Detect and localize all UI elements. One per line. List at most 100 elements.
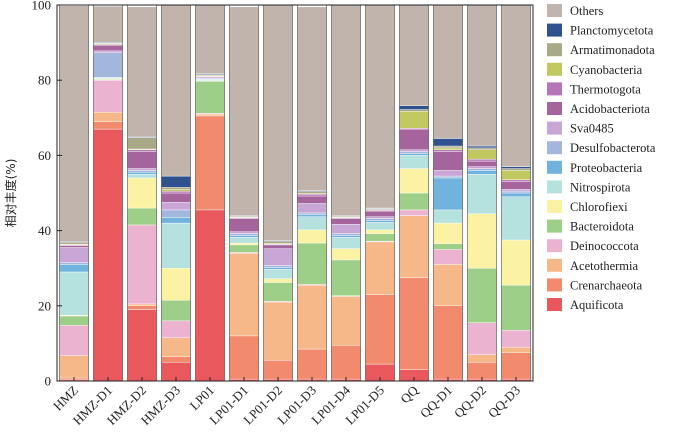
bar-segment-lp01-d4-acetothermia: [331, 296, 361, 346]
bar-segment-qq-d3-planctomycetota: [501, 166, 531, 169]
bar-segment-lp01-d5-bacteroidota: [365, 233, 395, 242]
bar-segment-hmz-d1-aquificota: [93, 128, 123, 382]
bar-segment-lp01-d1-nitrospirota: [229, 237, 259, 244]
bar-segment-qq-deinococcota: [399, 209, 429, 216]
bar-segment-hmz-d1-sva0485: [93, 50, 123, 53]
bar-segment-hmz-deinococcota: [59, 325, 89, 356]
x-tick-label: QQ-D3: [485, 383, 523, 421]
legend-swatch: [547, 121, 562, 135]
legend-entry: Cyanobacteria: [570, 63, 643, 77]
bar-segment-qq-d1-others: [433, 4, 463, 139]
bar-segment-lp01-d2-nitrospirota: [263, 269, 293, 279]
bar-segment-hmz-nitrospirota: [59, 271, 89, 316]
bar-segment-lp01-d1-sva0485: [229, 231, 259, 234]
bar-segment-qq-armatimonadota: [399, 109, 429, 112]
bar-segment-hmz-d3-deinococcota: [161, 320, 191, 338]
bar-segment-lp01-d5-acetothermia: [365, 241, 395, 295]
bar-segment-lp01-d3-armatimonadota: [297, 191, 327, 194]
bar-segment-lp01-d3-desulfobacterota: [297, 212, 327, 216]
y-axis-label: 相对丰度(%): [3, 159, 18, 228]
bar-segment-qq-d2-bacteroidota: [467, 268, 497, 323]
bar-segment-lp01-d3-acetothermia: [297, 284, 327, 350]
bar-segment-lp01-others: [195, 4, 225, 75]
bar-segment-qq-d3-desulfobacterota: [501, 190, 531, 194]
bar-segment-hmz-d2-acidobacteriota: [127, 151, 157, 169]
bar-segment-hmz-d3-desulfobacterota: [161, 209, 191, 218]
bar-segment-qq-d2-acetothermia: [467, 354, 497, 363]
bar-segment-qq-cyanobacteria: [399, 111, 429, 129]
bar-segment-lp01-acetothermia: [195, 113, 225, 117]
bar-segment-qq-d2-cyanobacteria: [467, 149, 497, 160]
bar-segment-qq-d1-planctomycetota: [433, 138, 463, 147]
bar-segment-hmz-bacteroidota: [59, 315, 89, 326]
bar-segment-hmz-proteobacteria: [59, 264, 89, 273]
bar-segment-hmz-d1-acetothermia: [93, 111, 123, 122]
bar-segment-qq-d1-bacteroidota: [433, 243, 463, 250]
bar-segment-qq-d2-sva0485: [467, 166, 497, 169]
legend-swatch: [547, 258, 562, 272]
bar-segment-lp01-d5-chlorofiexi: [365, 229, 395, 234]
bar-segment-lp01-d4-chlorofiexi: [331, 248, 361, 261]
bar-segment-lp01-d3-chlorofiexi: [297, 229, 327, 244]
bar-segment-hmz-d1-acidobacteriota: [93, 45, 123, 52]
bar-segment-hmz-d2-chlorofiexi: [127, 177, 157, 209]
bar-segment-qq-desulfobacterota: [399, 151, 429, 154]
bar-segment-qq-d3-others: [501, 4, 531, 167]
bar-segment-qq-d3-proteobacteria: [501, 192, 531, 197]
bar-segment-lp01-d4-proteobacteria: [331, 235, 361, 238]
bar-segment-hmz-d3-others: [161, 4, 191, 177]
bar-segment-hmz-d1-crenarchaeota: [93, 121, 123, 130]
bar-segment-qq-proteobacteria: [399, 153, 429, 156]
bar-segment-qq-d3-thermotogota: [501, 179, 531, 182]
bar-segment-qq-d3-acetothermia: [501, 346, 531, 354]
bar-segment-hmz-d3-cyanobacteria: [161, 189, 191, 192]
legend-swatch: [547, 4, 562, 17]
bar-segment-hmz-d3-acetothermia: [161, 337, 191, 357]
bar-segment-qq-d1-cyanobacteria: [433, 147, 463, 150]
legend-swatch: [547, 43, 562, 57]
x-tick-label: LP01: [187, 383, 218, 414]
bar-segment-lp01-d2-bacteroidota: [263, 282, 293, 302]
bar-segment-hmz-d2-acetothermia: [127, 303, 157, 307]
bar-segment-qq-d2-desulfobacterota: [467, 168, 497, 171]
legend-entry: Bacteroidota: [570, 220, 634, 234]
legend-entry: Crenarchaeota: [570, 278, 643, 292]
bar-segment-hmz-d2-others: [127, 6, 157, 138]
bar-segment-lp01-d3-nitrospirota: [297, 216, 327, 231]
bar-segment-qq-d3-acidobacteriota: [501, 181, 531, 190]
x-tick-label: HMZ: [50, 382, 81, 413]
legend-entry: Nitrospirota: [570, 180, 631, 194]
bar-segment-qq-d2-proteobacteria: [467, 170, 497, 175]
bar-segment-lp01-d2-sva0485: [263, 248, 293, 266]
bar-segment-hmz-d1-deinococcota: [93, 79, 123, 113]
bar-segment-lp01-d1-desulfobacterota: [229, 233, 259, 236]
bar-segment-qq-d2-thermotogota: [467, 158, 497, 162]
bar-segment-hmz-acidobacteriota: [59, 245, 89, 248]
legend-swatch: [547, 278, 562, 292]
bar-segment-hmz-d3-nitrospirota: [161, 222, 191, 269]
bar-segment-hmz-d3-crenarchaeota: [161, 356, 191, 363]
legend-swatch: [547, 219, 562, 233]
plot-frame: [56, 4, 534, 382]
bar-segment-lp01-d3-others: [297, 6, 327, 191]
bar-segment-lp01-d4-sva0485: [331, 224, 361, 234]
bar-segment-hmz-d2-nitrospirota: [127, 173, 157, 179]
legend: Others Planctomycetota Armatimonadota Cyano…: [547, 4, 656, 312]
bar-segment-qq-d2-nitrospirota: [467, 173, 497, 214]
bar-segment-lp01-d3-bacteroidota: [297, 242, 327, 285]
bar-segment-qq-d1-thermotogota: [433, 149, 463, 152]
bar-segment-hmz-desulfobacterota: [59, 262, 89, 265]
bar-segment-lp01-d2-armatimonadota: [263, 241, 293, 244]
bar-segment-lp01-d4-others: [331, 4, 361, 216]
bar-segment-hmz-armatimonadota: [59, 242, 89, 245]
bar-segment-lp01-d1-crenarchaeota: [229, 335, 259, 380]
bar-segment-hmz-d2-deinococcota: [127, 224, 157, 305]
y-tick-label: 0: [45, 374, 52, 389]
bar-segment-hmz-others: [59, 5, 89, 242]
bar-segment-qq-d1-deinococcota: [433, 249, 463, 265]
bar-segment-hmz-d3-bacteroidota: [161, 299, 191, 322]
legend-entry: Aquificota: [570, 298, 624, 312]
bar-segment-qq-d1-proteobacteria: [433, 177, 463, 211]
legend-swatch: [547, 23, 562, 37]
